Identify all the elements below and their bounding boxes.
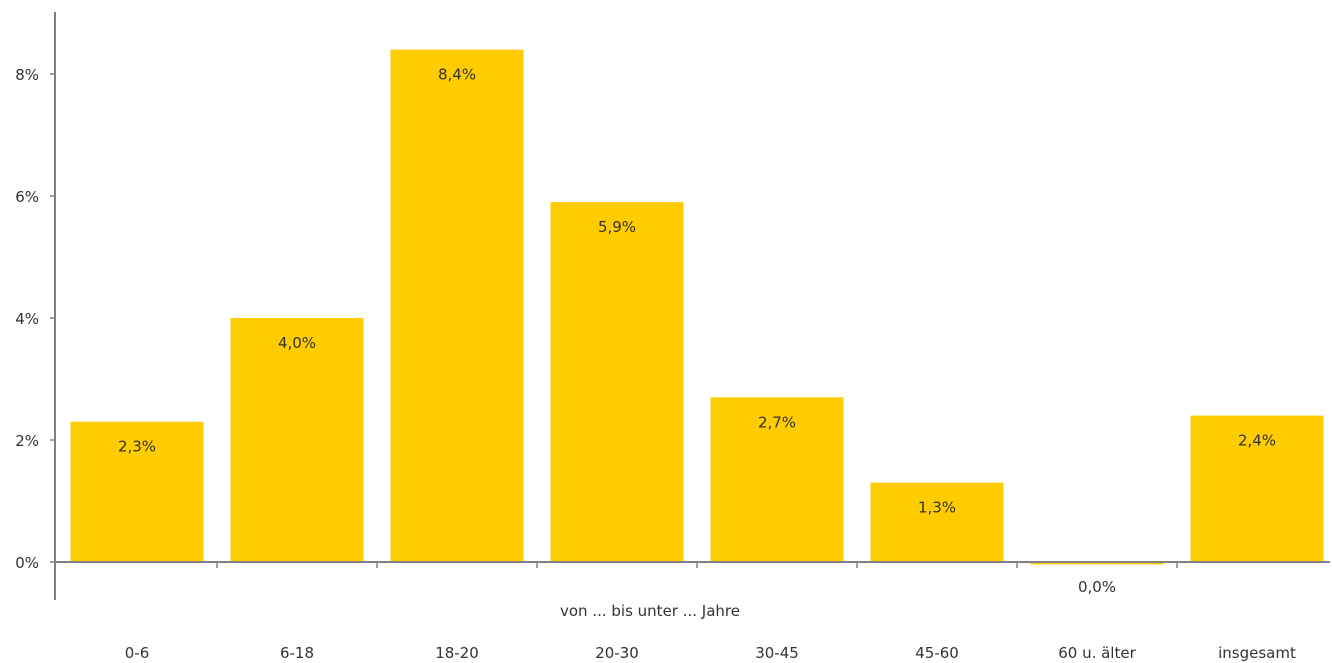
bars (70, 49, 1324, 565)
bar-value-label: 2,4% (1238, 432, 1276, 450)
x-tick-label: 60 u. älter (1058, 644, 1136, 662)
bar-value-label: 1,3% (918, 499, 956, 517)
bar (390, 49, 524, 563)
x-tick-label: insgesamt (1218, 644, 1296, 662)
y-tick-label: 4% (15, 310, 39, 328)
bar (1190, 415, 1324, 562)
bar-labels: 2,3% 4,0% 8,4% 5,9% 2,7% 1,3% 0,0% 2,4% (118, 66, 1276, 596)
bar (710, 397, 844, 562)
bar (870, 482, 1004, 562)
bar (550, 202, 684, 562)
y-tick-label: 6% (15, 188, 39, 206)
y-tick-label: 8% (15, 66, 39, 84)
x-tick-label: 6-18 (280, 644, 314, 662)
x-tick-label: 45-60 (915, 644, 959, 662)
bar-value-label: 2,7% (758, 413, 796, 431)
x-axis (55, 561, 1330, 568)
bar (70, 421, 204, 562)
y-axis: 0% 2% 4% 6% 8% (15, 12, 56, 600)
x-tick-labels: 0-6 6-18 18-20 20-30 30-45 45-60 60 u. älter in… (125, 644, 1296, 662)
x-tick-label: 30-45 (755, 644, 799, 662)
x-tick-label: 0-6 (125, 644, 150, 662)
x-tick-label: 20-30 (595, 644, 639, 662)
bar-value-label: 0,0% (1078, 578, 1116, 596)
bar (1030, 562, 1164, 565)
bar-value-label: 2,3% (118, 438, 156, 456)
y-tick-label: 0% (15, 554, 39, 572)
bar-value-label: 5,9% (598, 218, 636, 236)
x-axis-title: von ... bis unter ... Jahre (560, 602, 740, 620)
bar-value-label: 4,0% (278, 334, 316, 352)
bar-value-label: 8,4% (438, 66, 476, 84)
y-tick-label: 2% (15, 432, 39, 450)
x-tick-label: 18-20 (435, 644, 479, 662)
bar (230, 318, 364, 562)
